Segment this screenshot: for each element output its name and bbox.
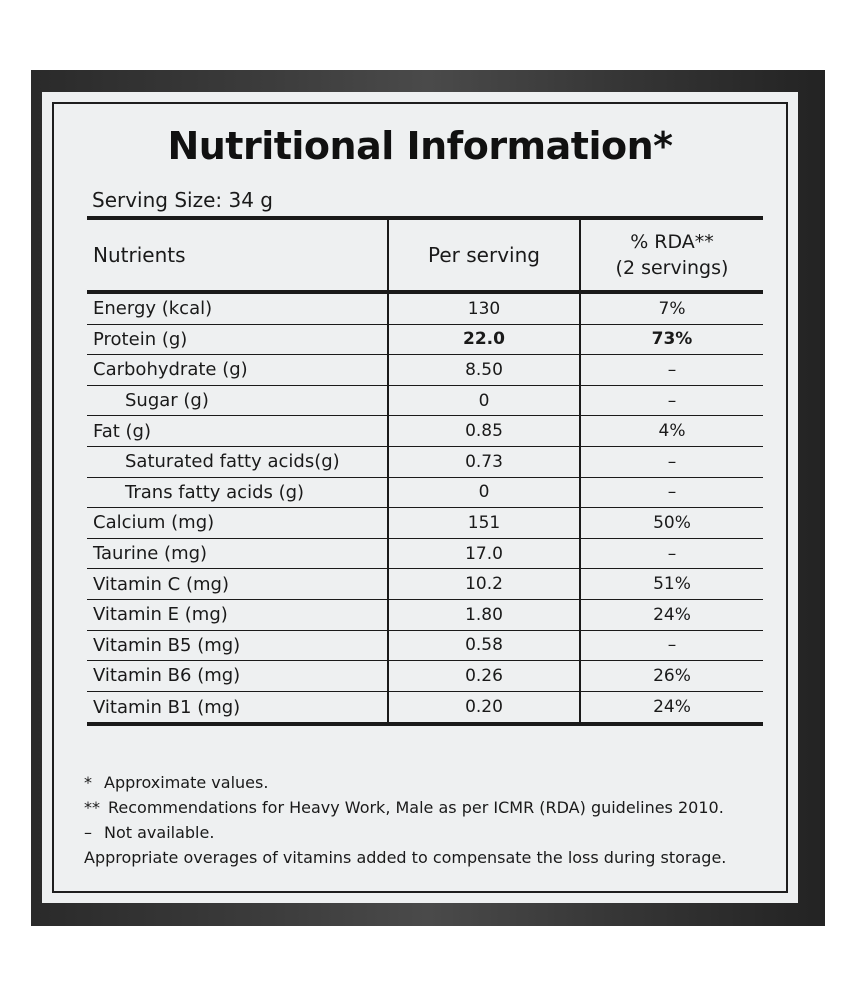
nutrient-name: Vitamin B6 (mg)	[93, 665, 241, 687]
nutrient-name: Carbohydrate (g)	[93, 359, 248, 381]
table-row: Trans fatty acids (g) 0–	[87, 477, 763, 509]
table-top-rule	[87, 216, 763, 220]
per-serving-value: 0.73	[387, 446, 579, 477]
serving-size: Serving Size: 34 g	[92, 188, 273, 212]
nutrient-name: Sugar (g)	[125, 390, 209, 412]
rda-value: 7%	[579, 294, 763, 324]
rda-value: –	[579, 630, 763, 661]
label-border	[52, 102, 788, 893]
rda-value: 50%	[579, 508, 763, 538]
table-row: Saturated fatty acids(g) 0.73–	[87, 446, 763, 478]
footnote-line: ** Recommendations for Heavy Work, Male a…	[84, 795, 726, 820]
rda-value: 24%	[579, 691, 763, 723]
footnote-line: Appropriate overages of vitamins added t…	[84, 845, 726, 870]
rda-value: 24%	[579, 599, 763, 630]
rda-value: –	[579, 538, 763, 569]
table-row: Energy (kcal) 130 7%	[87, 294, 763, 325]
header-rda-line1: % RDA**	[630, 231, 714, 253]
nutrient-name: Fat (g)	[93, 420, 151, 442]
table-row: Vitamin B6 (mg) 0.26 26%	[87, 661, 763, 692]
footnote-text: Recommendations for Heavy Work, Male as …	[108, 798, 724, 817]
per-serving-value: 130	[387, 294, 579, 324]
nutrient-name: Vitamin B5 (mg)	[93, 634, 241, 656]
per-serving-value: 8.50	[387, 355, 579, 385]
per-serving-value: 0	[387, 385, 579, 416]
rda-value: 26%	[579, 661, 763, 691]
table-bottom-rule	[87, 722, 763, 727]
nutrient-name: Vitamin C (mg)	[93, 573, 229, 595]
footnote-line: – Not available.	[84, 820, 726, 845]
table-body: Energy (kcal) 130 7% Protein (g) 22.0 73% Carb…	[87, 294, 763, 723]
footnote-line: * Approximate values.	[84, 770, 726, 795]
rda-value: 51%	[579, 569, 763, 599]
per-serving-value: 151	[387, 508, 579, 538]
per-serving-value: 10.2	[387, 569, 579, 599]
table-row: Vitamin B1 (mg) 0.20 24%	[87, 691, 763, 723]
nutrition-label: Nutritional Information* Serving Size: 3…	[42, 92, 798, 903]
header-nutrients: Nutrients	[93, 243, 186, 267]
per-serving-value: 1.80	[387, 599, 579, 630]
footnote-text: Appropriate overages of vitamins added t…	[84, 848, 727, 867]
footnote-symbol: **	[84, 798, 100, 817]
table-row: Calcium (mg) 151 50%	[87, 508, 763, 539]
footnote-text: Not available.	[104, 823, 215, 842]
rda-value: –	[579, 446, 763, 477]
per-serving-value: 17.0	[387, 538, 579, 569]
footnotes: * Approximate values. ** Recommendations fo…	[84, 770, 726, 870]
label-title: Nutritional Information*	[167, 124, 673, 168]
header-rda-line2: (2 servings)	[615, 257, 729, 279]
table-row: Carbohydrate (g) 8.50–	[87, 355, 763, 386]
nutrient-name: Calcium (mg)	[93, 512, 215, 534]
nutrient-name: Protein (g)	[93, 328, 188, 350]
table-row: Taurine (mg) 17.0–	[87, 538, 763, 570]
header-per-serving: Per serving	[387, 220, 579, 290]
footnote-text: Approximate values.	[104, 773, 269, 792]
table-row: Vitamin E (mg) 1.80 24%	[87, 599, 763, 631]
table-row: Sugar (g) 0–	[87, 385, 763, 417]
nutrient-name: Vitamin B1 (mg)	[93, 696, 241, 718]
nutrient-name: Energy (kcal)	[93, 298, 213, 320]
per-serving-value: 22.0	[387, 324, 579, 355]
rda-value: 4%	[579, 416, 763, 446]
table-row: Vitamin B5 (mg) 0.58–	[87, 630, 763, 662]
per-serving-value: 0.20	[387, 691, 579, 723]
nutrient-name: Vitamin E (mg)	[93, 604, 228, 626]
per-serving-value: 0	[387, 477, 579, 508]
per-serving-value: 0.85	[387, 416, 579, 446]
table-row: Protein (g) 22.0 73%	[87, 324, 763, 356]
table-header-row: Nutrients Per serving % RDA** (2 serving…	[87, 220, 763, 290]
rda-value: –	[579, 355, 763, 385]
nutrition-table: Nutrients Per serving % RDA** (2 serving…	[87, 216, 763, 727]
per-serving-value: 0.58	[387, 630, 579, 661]
rda-value: –	[579, 385, 763, 416]
nutrient-name: Taurine (mg)	[93, 543, 208, 565]
footnote-symbol: –	[84, 823, 92, 842]
header-rda: % RDA** (2 servings)	[579, 220, 763, 290]
table-row: Fat (g) 0.85 4%	[87, 416, 763, 447]
per-serving-value: 0.26	[387, 661, 579, 691]
nutrient-name: Saturated fatty acids(g)	[125, 451, 340, 473]
footnote-symbol: *	[84, 773, 92, 792]
header-bottom-rule	[87, 290, 763, 294]
nutrient-name: Trans fatty acids (g)	[125, 481, 305, 503]
rda-value: 73%	[579, 324, 763, 355]
table-row: Vitamin C (mg) 10.2 51%	[87, 569, 763, 600]
rda-value: –	[579, 477, 763, 508]
